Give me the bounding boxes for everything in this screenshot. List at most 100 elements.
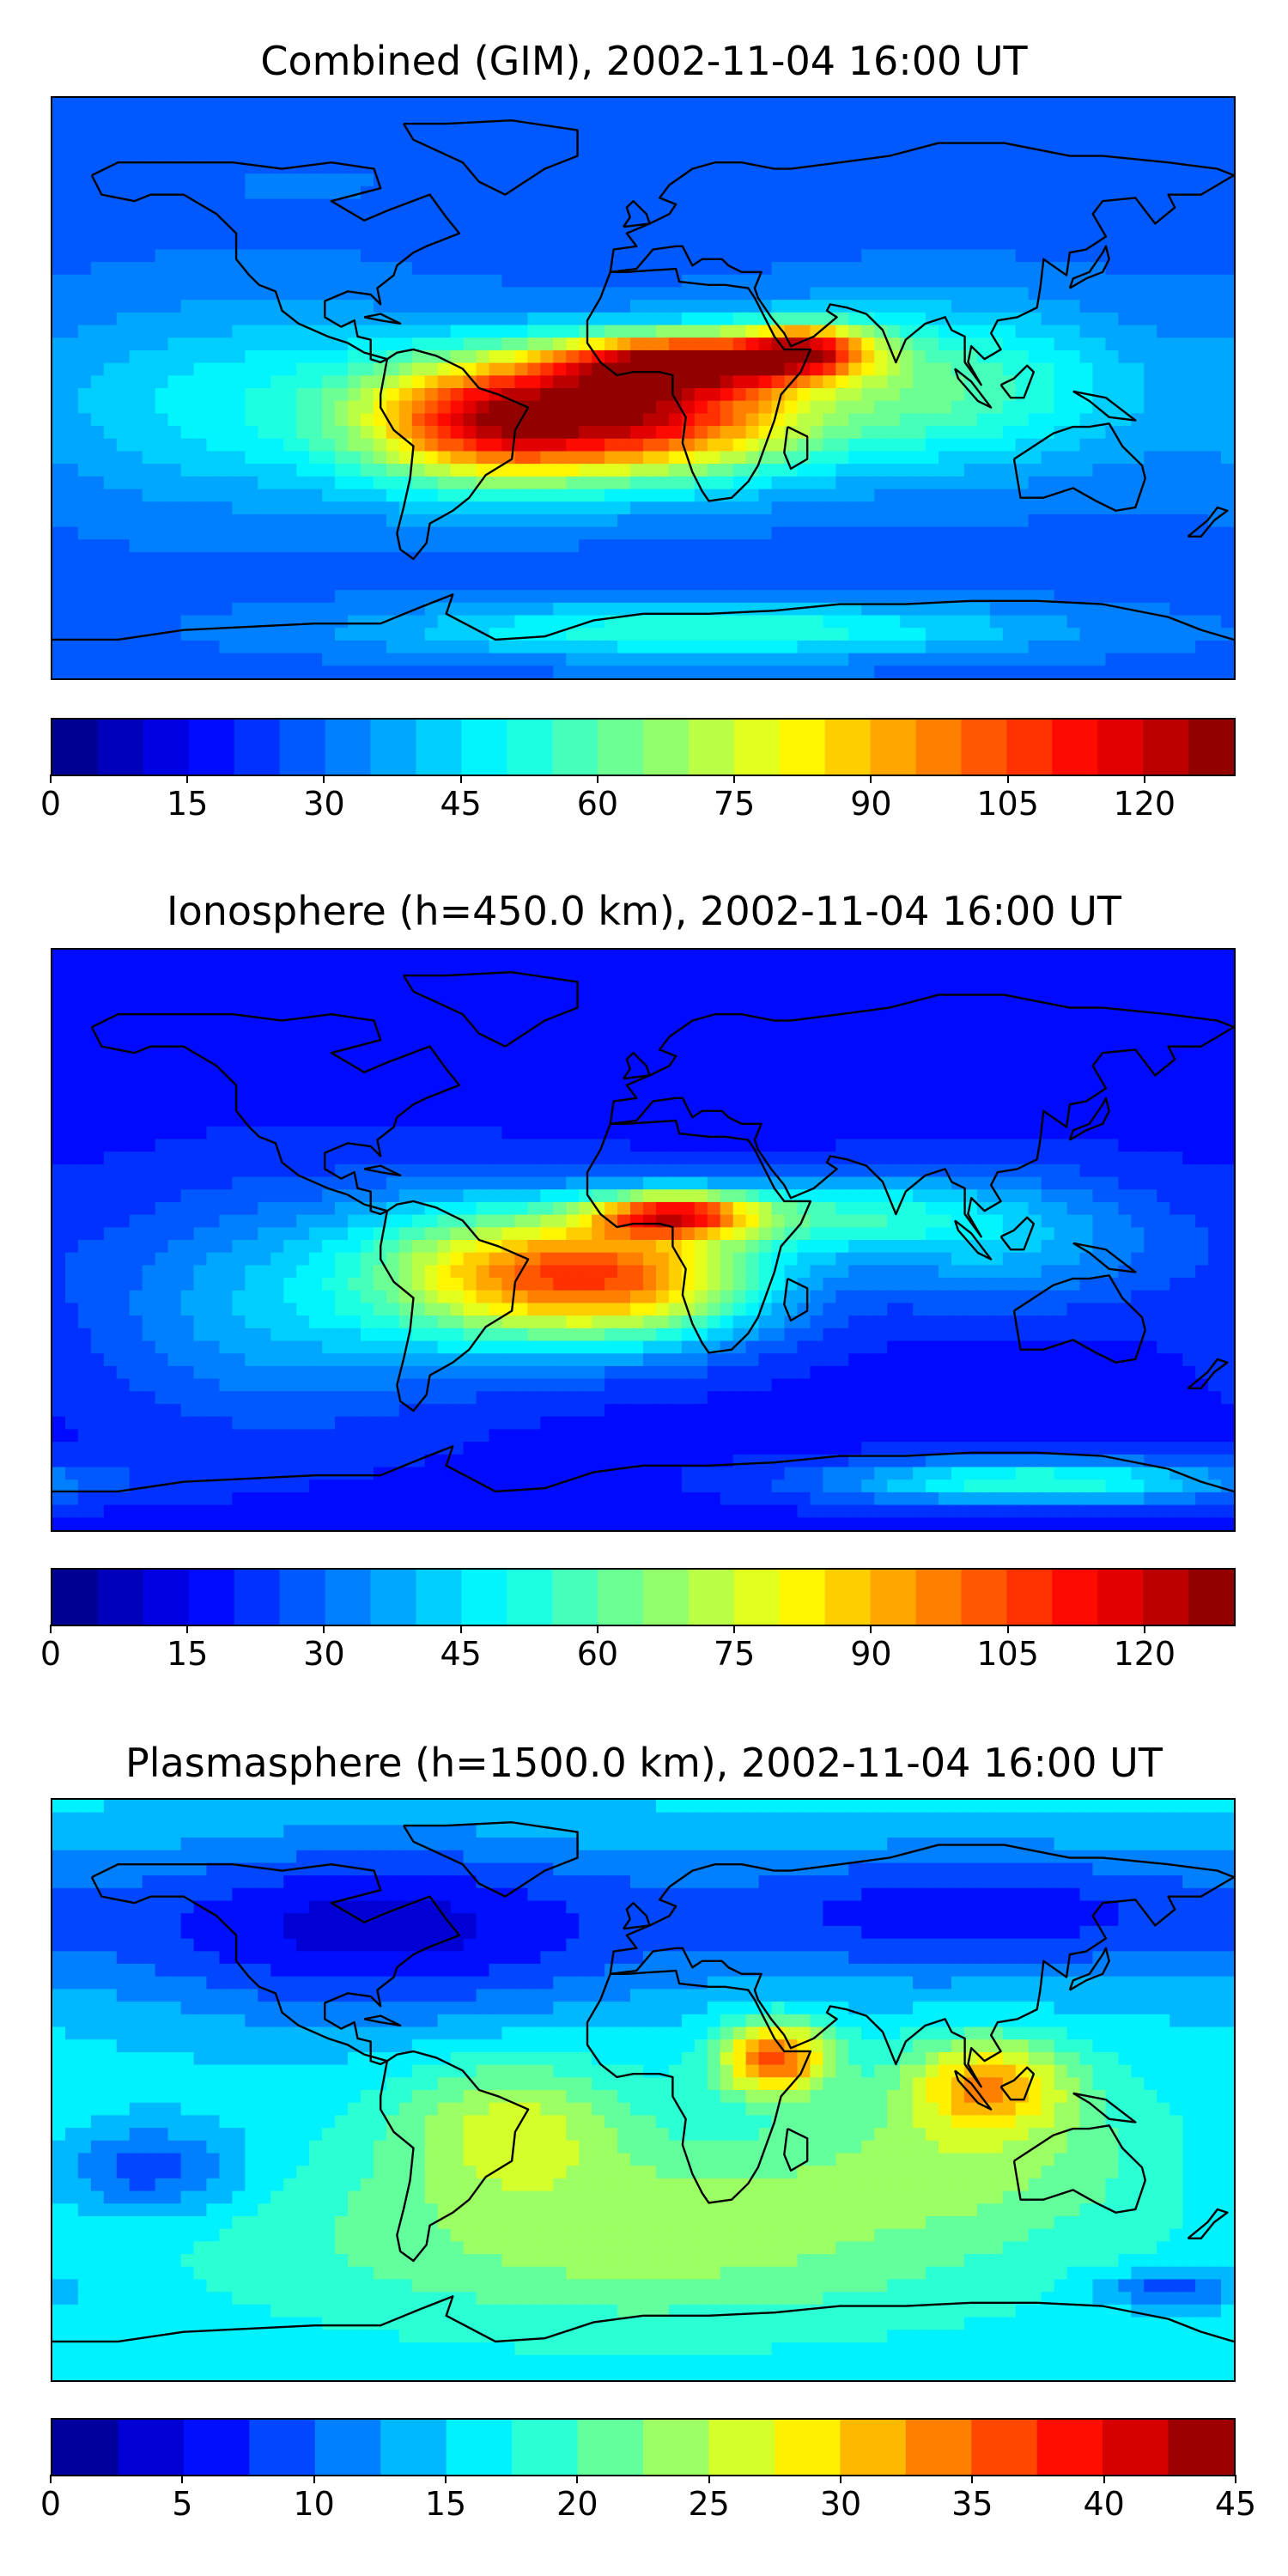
field-cell <box>527 489 541 502</box>
field-cell <box>963 287 978 301</box>
field-cell <box>232 1037 246 1052</box>
field-cell <box>1054 236 1068 250</box>
field-cell <box>1105 349 1119 364</box>
field-cell <box>758 962 773 975</box>
field-cell <box>1157 1025 1170 1039</box>
field-cell <box>64 489 79 502</box>
field-cell <box>476 665 490 678</box>
field-cell <box>1092 161 1107 174</box>
field-cell <box>155 198 169 212</box>
field-cell <box>771 526 786 540</box>
field-cell <box>463 198 477 212</box>
field-cell <box>643 513 657 528</box>
field-cell <box>348 653 361 666</box>
field-cell <box>553 665 567 678</box>
field-cell <box>1028 665 1042 678</box>
field-cell <box>348 249 361 263</box>
field-cell <box>167 602 182 617</box>
field-cell <box>745 665 760 678</box>
field-cell <box>745 513 760 528</box>
field-cell <box>129 526 143 540</box>
field-cell <box>643 1025 657 1039</box>
field-cell <box>476 262 490 276</box>
field-cell <box>348 640 361 654</box>
field-cell <box>232 640 246 654</box>
field-cell <box>206 249 221 263</box>
field-cell <box>951 173 965 187</box>
field-cell <box>707 501 721 515</box>
field-cell <box>630 451 644 465</box>
field-cell <box>758 211 773 225</box>
field-cell <box>540 464 554 477</box>
field-cell <box>463 136 477 149</box>
field-cell <box>643 962 657 975</box>
field-cell <box>1054 590 1068 604</box>
field-cell <box>1144 438 1157 453</box>
field-cell <box>283 987 297 1001</box>
field-cell <box>155 564 169 579</box>
field-cell <box>963 300 978 313</box>
field-cell <box>64 136 79 149</box>
field-cell <box>732 539 747 553</box>
field-cell <box>335 1037 349 1052</box>
field-cell <box>989 962 1004 975</box>
field-cell <box>887 489 901 502</box>
field-cell <box>1041 312 1055 326</box>
field-cell <box>605 628 618 641</box>
field-cell <box>1041 653 1055 666</box>
field-cell <box>643 161 657 174</box>
field-cell <box>540 98 554 112</box>
field-cell <box>411 501 426 515</box>
field-cell <box>630 464 644 477</box>
field-cell <box>848 1012 862 1026</box>
field-cell <box>1118 628 1132 641</box>
field-cell <box>951 400 965 414</box>
field-cell <box>206 136 221 149</box>
field-cell <box>1144 640 1157 654</box>
field-cell <box>283 539 297 553</box>
field-cell <box>77 110 92 124</box>
field-cell <box>424 249 439 263</box>
field-cell <box>142 98 156 112</box>
field-cell <box>155 337 169 351</box>
field-cell <box>1221 274 1234 289</box>
field-cell <box>52 552 66 566</box>
field-cell <box>861 400 875 414</box>
field-cell <box>951 249 965 263</box>
field-cell <box>437 539 452 553</box>
field-cell <box>193 501 208 515</box>
field-cell <box>193 602 208 617</box>
field-cell <box>771 325 786 338</box>
field-cell <box>1208 426 1222 440</box>
field-cell <box>592 223 605 238</box>
field-cell <box>913 98 927 112</box>
field-cell <box>219 400 233 414</box>
field-cell <box>1041 962 1055 975</box>
field-cell <box>398 375 413 389</box>
field-cell <box>437 136 452 149</box>
field-cell <box>1131 337 1145 351</box>
field-cell <box>232 375 246 389</box>
field-cell <box>90 1025 105 1039</box>
field-cell <box>694 438 708 453</box>
field-cell <box>155 136 169 149</box>
field-cell <box>514 602 528 617</box>
field-cell <box>913 526 927 540</box>
field-cell <box>976 653 991 666</box>
field-cell <box>129 501 143 515</box>
field-cell <box>1208 236 1222 250</box>
field-cell <box>296 337 310 351</box>
field-cell <box>758 640 773 654</box>
field-cell <box>1144 526 1157 540</box>
field-cell <box>296 413 310 427</box>
field-cell <box>939 110 952 124</box>
field-cell <box>823 1025 836 1039</box>
field-cell <box>592 438 605 453</box>
field-cell <box>707 962 721 975</box>
field-cell <box>823 451 836 465</box>
field-cell <box>823 539 836 553</box>
field-cell <box>1118 489 1132 502</box>
field-cell <box>527 628 541 641</box>
field-cell <box>951 110 965 124</box>
field-cell <box>386 300 400 313</box>
